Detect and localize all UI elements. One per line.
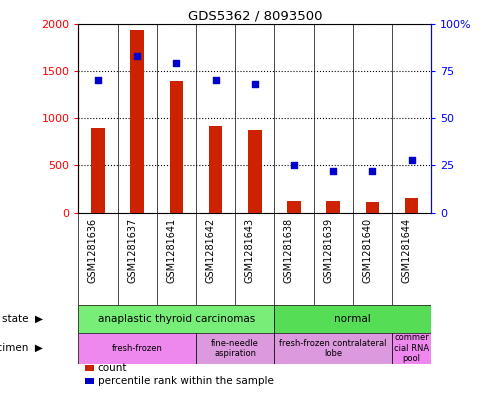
- Bar: [274, 305, 431, 332]
- Bar: [392, 332, 431, 364]
- Bar: [78, 305, 274, 332]
- Point: [408, 157, 416, 163]
- Bar: [405, 198, 418, 213]
- Text: GSM1281640: GSM1281640: [363, 217, 372, 283]
- Title: GDS5362 / 8093500: GDS5362 / 8093500: [188, 9, 322, 22]
- Text: GSM1281637: GSM1281637: [127, 217, 137, 283]
- Bar: [78, 332, 196, 364]
- Text: fine-needle
aspiration: fine-needle aspiration: [211, 339, 259, 358]
- Text: GSM1281638: GSM1281638: [284, 217, 294, 283]
- Text: GSM1281642: GSM1281642: [206, 217, 216, 283]
- Bar: [85, 378, 94, 384]
- Point: [251, 81, 259, 87]
- Point: [172, 60, 180, 66]
- Text: fresh-frozen: fresh-frozen: [112, 344, 163, 353]
- Text: commer
cial RNA
pool: commer cial RNA pool: [394, 333, 429, 363]
- Bar: [366, 202, 379, 213]
- Point: [94, 77, 102, 83]
- Point: [212, 77, 220, 83]
- Bar: [274, 332, 392, 364]
- Text: fresh-frozen contralateral
lobe: fresh-frozen contralateral lobe: [279, 339, 387, 358]
- Bar: [85, 365, 94, 371]
- Point: [290, 162, 298, 169]
- Text: percentile rank within the sample: percentile rank within the sample: [98, 376, 274, 386]
- Point: [133, 53, 141, 59]
- Bar: [130, 30, 144, 213]
- Bar: [209, 126, 222, 213]
- Text: GSM1281636: GSM1281636: [88, 217, 98, 283]
- Point: [329, 168, 337, 174]
- Bar: [287, 202, 301, 213]
- Bar: [196, 332, 274, 364]
- Text: GSM1281643: GSM1281643: [245, 217, 255, 283]
- Bar: [248, 130, 262, 213]
- Bar: [91, 128, 105, 213]
- Text: disease state  ▶: disease state ▶: [0, 314, 43, 324]
- Text: specimen  ▶: specimen ▶: [0, 343, 43, 353]
- Text: normal: normal: [335, 314, 371, 324]
- Text: anaplastic thyroid carcinomas: anaplastic thyroid carcinomas: [98, 314, 255, 324]
- Bar: [326, 202, 340, 213]
- Point: [368, 168, 376, 174]
- Text: count: count: [98, 363, 127, 373]
- Text: GSM1281641: GSM1281641: [167, 217, 176, 283]
- Text: GSM1281644: GSM1281644: [402, 217, 412, 283]
- Text: GSM1281639: GSM1281639: [323, 217, 333, 283]
- Bar: [170, 81, 183, 213]
